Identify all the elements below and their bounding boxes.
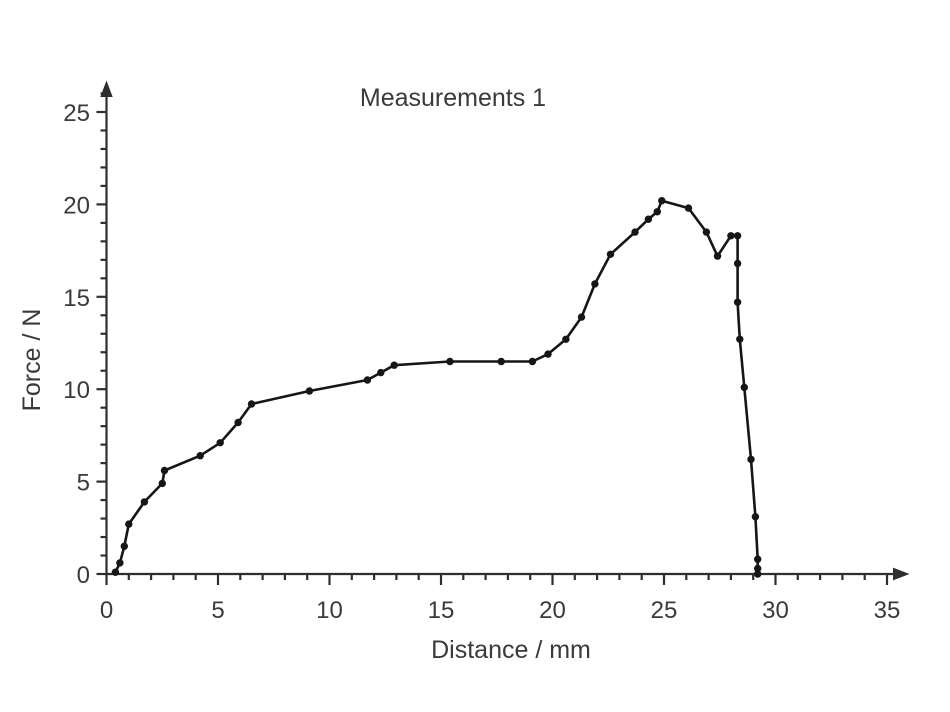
- force-curve-series: [111, 197, 762, 578]
- data-point: [120, 542, 128, 550]
- data-point: [754, 555, 762, 563]
- data-point: [727, 232, 735, 240]
- data-point: [111, 568, 120, 576]
- y-axis: 0 5 10 15 20 25: [63, 80, 113, 589]
- x-axis-arrow-icon: [893, 567, 910, 581]
- data-point: [158, 479, 166, 488]
- x-tick-label: 15: [428, 597, 455, 624]
- data-point: [196, 452, 204, 460]
- data-point: [606, 250, 615, 258]
- data-point: [363, 376, 372, 384]
- data-point: [160, 466, 169, 475]
- data-point: [740, 383, 748, 392]
- data-point: [577, 313, 586, 321]
- data-point: [631, 228, 639, 236]
- data-point: [591, 280, 599, 288]
- y-tick-label: 0: [77, 562, 90, 589]
- x-tick-label: 20: [539, 597, 566, 624]
- data-point: [733, 259, 742, 268]
- data-point: [733, 232, 742, 240]
- data-point: [702, 228, 711, 236]
- x-tick-label: 0: [100, 597, 113, 624]
- data-point: [234, 418, 242, 427]
- y-tick-label: 20: [63, 192, 90, 219]
- x-tick-label: 5: [211, 597, 224, 624]
- force-curve: [114, 199, 760, 576]
- data-point: [754, 564, 762, 573]
- data-point: [754, 570, 762, 578]
- data-point: [116, 559, 124, 567]
- data-point: [684, 204, 693, 212]
- x-axis: 0 5 10 15 20 25 30 35: [100, 567, 910, 624]
- data-point: [747, 455, 755, 464]
- data-point: [216, 439, 224, 447]
- data-point: [390, 361, 398, 369]
- data-point: [140, 498, 149, 506]
- data-point: [446, 357, 454, 366]
- y-tick-label: 25: [63, 100, 90, 127]
- data-point: [497, 357, 505, 366]
- data-point: [736, 335, 744, 343]
- x-tick-label: 30: [762, 597, 789, 624]
- data-point: [562, 335, 570, 343]
- data-point: [653, 208, 661, 216]
- y-axis-label: Force / N: [18, 309, 46, 412]
- x-tick-label: 25: [651, 597, 678, 624]
- data-point: [528, 357, 537, 366]
- data-point: [125, 520, 133, 528]
- x-tick-label: 10: [316, 597, 343, 624]
- x-tick-label: 35: [874, 597, 901, 624]
- data-point: [713, 252, 722, 260]
- data-point: [377, 368, 385, 377]
- data-point: [305, 387, 314, 395]
- data-point: [658, 197, 666, 205]
- data-point: [644, 215, 653, 223]
- y-tick-label: 15: [63, 285, 90, 312]
- chart-title: Measurements 1: [360, 84, 546, 112]
- data-point: [247, 400, 256, 408]
- data-point: [544, 350, 552, 358]
- data-point: [733, 298, 742, 306]
- y-tick-label: 10: [63, 377, 90, 404]
- x-axis-label: Distance / mm: [431, 636, 591, 664]
- data-point: [751, 513, 760, 521]
- y-tick-label: 5: [77, 470, 90, 497]
